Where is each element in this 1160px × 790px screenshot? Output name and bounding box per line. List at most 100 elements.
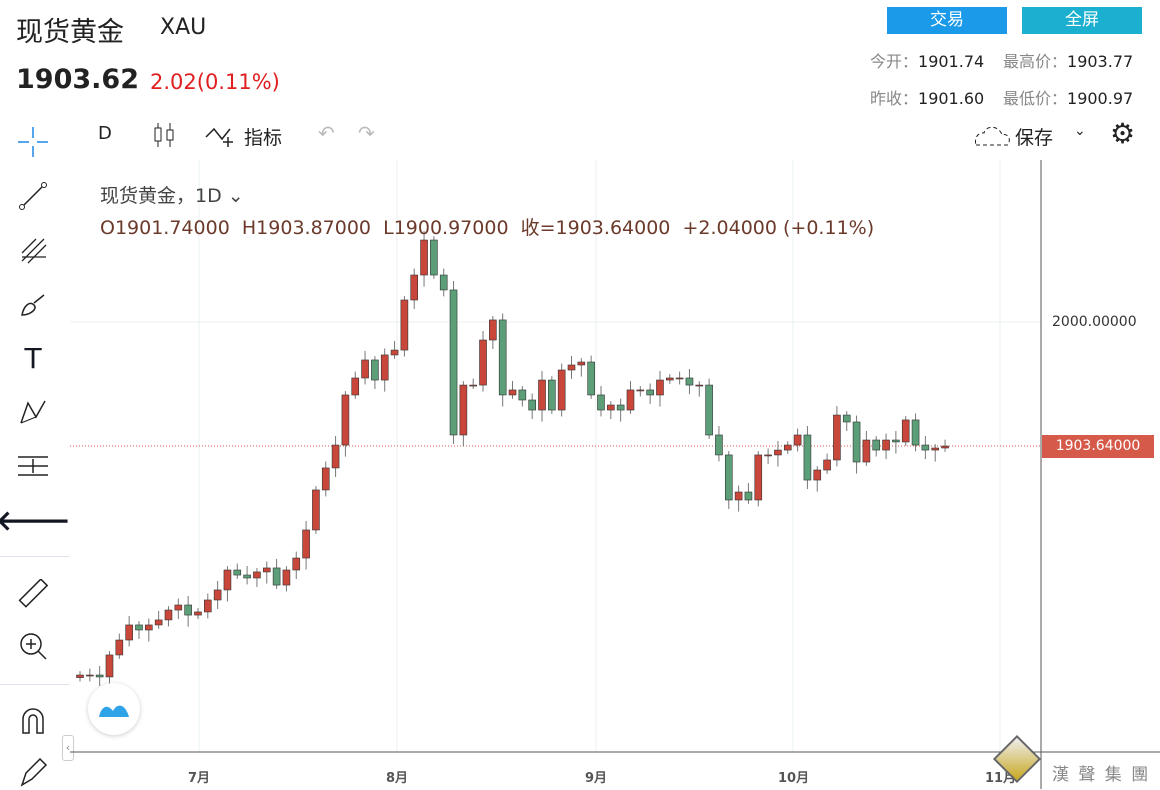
- candle-body: [607, 404, 615, 411]
- arrow-left-icon[interactable]: 🡐: [0, 504, 71, 537]
- candle-body: [135, 624, 143, 631]
- candle-body: [272, 567, 281, 586]
- instrument-title: 现货黄金: [16, 17, 124, 48]
- pitchfork-icon[interactable]: [12, 232, 54, 268]
- price-chart[interactable]: [70, 160, 1160, 789]
- lock-drawing-icon[interactable]: [12, 754, 54, 790]
- zoom-in-icon[interactable]: [12, 628, 54, 664]
- candle: [184, 596, 192, 627]
- candle-body: [892, 439, 900, 443]
- candle: [194, 608, 202, 619]
- text-icon[interactable]: T: [24, 341, 42, 375]
- save-button[interactable]: 保存: [1015, 127, 1054, 149]
- candle-body: [833, 414, 841, 461]
- candle-body: [351, 377, 360, 396]
- candle: [646, 383, 654, 404]
- candle-body: [410, 274, 419, 301]
- stat-low: 最低价：1900.97: [1003, 89, 1134, 108]
- candle: [213, 580, 222, 610]
- candle-body: [597, 394, 605, 411]
- candle-body: [253, 571, 261, 579]
- candle: [76, 671, 84, 682]
- candle: [626, 380, 635, 414]
- candle-body: [724, 454, 733, 501]
- candle-body: [105, 654, 114, 678]
- candle-body: [665, 377, 674, 381]
- legend-high: H1903.87000: [241, 217, 372, 239]
- interval-button[interactable]: D: [98, 123, 112, 144]
- ruler-icon[interactable]: [12, 576, 54, 612]
- candle-body: [508, 389, 517, 396]
- redo-icon[interactable]: ↷: [358, 121, 375, 145]
- crosshair-icon[interactable]: [12, 124, 54, 160]
- last-price-tag: 1903.64000: [1042, 435, 1154, 458]
- candle: [95, 666, 104, 686]
- candle: [724, 451, 733, 510]
- candle: [430, 236, 438, 279]
- indicators-button[interactable]: 指标: [244, 127, 283, 149]
- candle: [941, 439, 949, 452]
- candle-body: [164, 609, 173, 621]
- trade-button[interactable]: 交易: [887, 7, 1007, 34]
- candle-body: [154, 619, 163, 626]
- watermark-text: 漢 聲 集 團: [1052, 765, 1151, 785]
- candle-body: [194, 611, 202, 616]
- collapse-toolbar-button[interactable]: ‹: [62, 735, 74, 761]
- candles-icon[interactable]: [152, 121, 176, 149]
- stat-open: 今开：1901.74: [870, 52, 985, 71]
- candle-body: [282, 569, 291, 586]
- price-change: 2.02(0.11%): [150, 70, 280, 94]
- trend-line-icon[interactable]: [12, 178, 54, 214]
- candle-body: [823, 459, 831, 471]
- tradingview-logo-icon[interactable]: [88, 683, 140, 735]
- candle: [577, 358, 586, 377]
- chevron-down-icon[interactable]: ⌄: [1074, 123, 1086, 139]
- candle: [921, 436, 930, 460]
- candle-body: [400, 299, 409, 351]
- month-label: 10月: [778, 771, 810, 786]
- gear-icon[interactable]: ⚙: [1110, 117, 1136, 150]
- candle-body: [331, 444, 340, 469]
- measure-icon[interactable]: [12, 448, 54, 484]
- candle-body: [420, 239, 428, 276]
- candle-body: [793, 434, 802, 446]
- candle: [616, 398, 625, 422]
- candle: [901, 416, 910, 446]
- magnet-icon[interactable]: [12, 702, 54, 738]
- candle-body: [941, 445, 949, 449]
- candle-body: [321, 467, 330, 491]
- candle-body: [95, 674, 104, 678]
- undo-icon[interactable]: ↶: [318, 121, 335, 145]
- legend-change: +2.04000 (+0.11%): [682, 217, 875, 239]
- candle-body: [587, 361, 595, 396]
- candle-body: [528, 399, 536, 411]
- price-axis-label: 2000.00000: [1052, 314, 1137, 330]
- candle: [538, 371, 546, 422]
- candle: [764, 448, 772, 464]
- pattern-icon[interactable]: [12, 394, 54, 430]
- candle-body: [174, 604, 183, 611]
- candle: [705, 378, 713, 439]
- candle: [557, 363, 566, 417]
- candle-body: [115, 639, 124, 656]
- fullscreen-button[interactable]: 全屏: [1022, 7, 1142, 34]
- candle: [459, 381, 468, 447]
- candle-body: [931, 447, 940, 451]
- candle: [272, 558, 281, 589]
- candle-body: [626, 389, 635, 411]
- candle: [833, 406, 841, 467]
- candle: [361, 350, 369, 385]
- candle: [410, 268, 419, 310]
- cloud-icon[interactable]: [972, 123, 1012, 149]
- candle-body: [125, 624, 133, 641]
- candle-body: [705, 384, 713, 436]
- candle: [223, 566, 232, 602]
- candle: [351, 371, 360, 399]
- candle: [312, 486, 320, 534]
- current-price: 1903.62: [16, 64, 139, 95]
- indicators-icon[interactable]: [204, 123, 238, 149]
- candle-body: [439, 274, 448, 291]
- candle-body: [243, 574, 251, 579]
- chart-legend-title[interactable]: 现货黄金，1D ⌄: [100, 185, 244, 207]
- brush-icon[interactable]: [12, 286, 54, 322]
